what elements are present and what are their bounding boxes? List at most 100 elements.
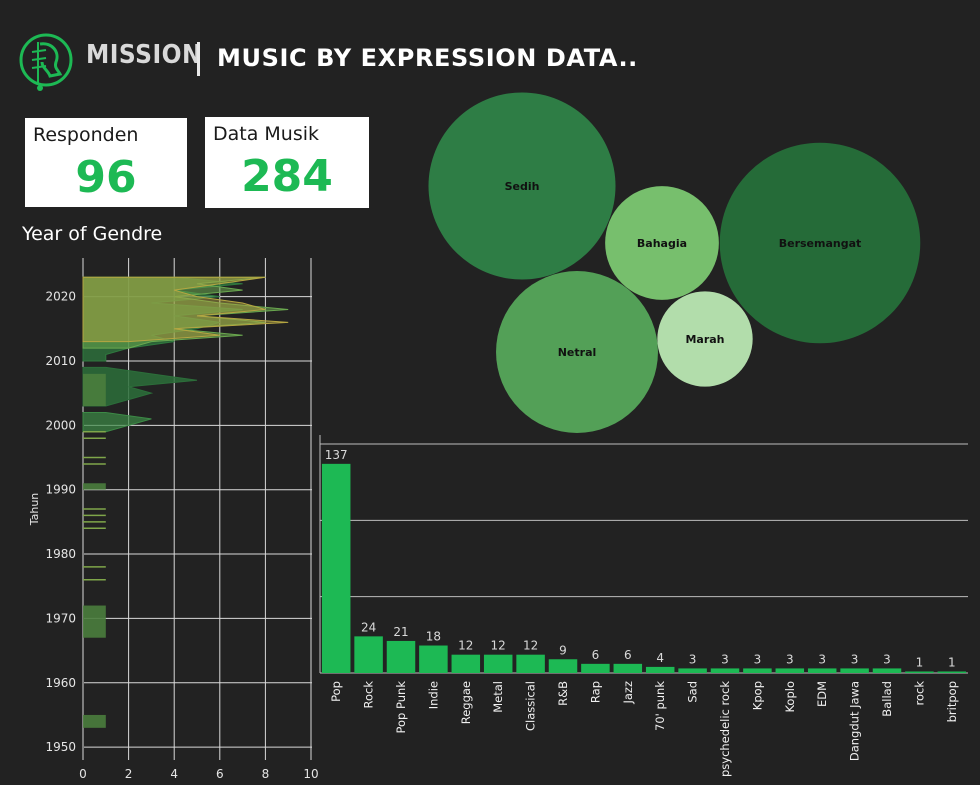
kpi-value: 284 — [241, 151, 333, 202]
y-tick-label: 1990 — [45, 483, 76, 497]
bubble-label: Marah — [685, 333, 724, 346]
bar-category-label: Kpop — [750, 681, 764, 710]
bar-category-label: Rap — [588, 681, 602, 703]
bar — [386, 640, 416, 673]
bar-category-label: Ballad — [880, 681, 894, 717]
bar-value-label: 3 — [689, 652, 697, 666]
bubble-bahagia — [605, 186, 719, 300]
bar-value-label: 3 — [786, 652, 794, 666]
bar-value-label: 21 — [393, 625, 408, 639]
bubble-netral — [496, 271, 658, 433]
bar-value-label: 3 — [818, 652, 826, 666]
bar — [483, 654, 513, 673]
bar-value-label: 3 — [754, 652, 762, 666]
bar-value-label: 18 — [426, 630, 441, 644]
y-tick-label: 1970 — [45, 611, 76, 625]
page-title: MUSIC BY EXPRESSION DATA.. — [217, 44, 638, 72]
bubble-label: Bahagia — [637, 237, 687, 250]
bar-value-label: 12 — [458, 639, 473, 653]
kpi-card-data-musik: Data Musik 284 — [205, 117, 369, 208]
bar-value-label: 12 — [523, 639, 538, 653]
bubble-sedih — [428, 92, 616, 280]
bar-value-label: 12 — [491, 639, 506, 653]
bar-category-label: Jazz — [621, 681, 635, 705]
bar-value-label: 3 — [721, 652, 729, 666]
bar-category-label: Rock — [362, 681, 376, 709]
bar — [613, 663, 643, 673]
mission-logo-icon — [19, 33, 73, 91]
x-tick-label: 8 — [262, 767, 270, 780]
y-axis-label: Tahun — [28, 493, 41, 527]
bar — [905, 671, 934, 673]
year-chart-title: Year of Gendre — [22, 223, 163, 245]
expression-bubble-chart: Sedih Bersemangat Netral Bahagia Marah — [428, 92, 921, 433]
bar — [419, 645, 448, 673]
year-area-layer — [82, 366, 198, 407]
year-of-gendre-chart: 0 2 4 6 8 10 1950 1960 1970 1980 1990 2000 2010 2020 T… — [28, 258, 319, 780]
y-tick-label: 2010 — [45, 354, 76, 368]
bubble-bersemangat — [719, 142, 921, 344]
year-block — [83, 373, 106, 407]
year-block — [83, 605, 106, 638]
x-tick-label: 10 — [303, 767, 318, 780]
brand-name: MISSION — [86, 40, 202, 70]
bar — [807, 668, 837, 673]
bar-category-label: psychedelic rock — [718, 681, 732, 777]
bar-category-label: Classical — [524, 681, 538, 731]
genre-bar-chart: 137 Pop 24 Rock 21 Pop Punk 18 Indie 12 Reggae 12 M… — [319, 435, 968, 777]
x-tick-label: 6 — [216, 767, 224, 780]
bar-value-label: 1 — [916, 655, 924, 669]
year-block — [83, 714, 106, 728]
bar — [840, 668, 869, 673]
bar-value-label: 1 — [948, 655, 956, 669]
bar-category-label: Pop — [329, 681, 343, 702]
bar-category-label: Koplo — [783, 681, 797, 713]
bar-category-label: Sad — [686, 681, 700, 703]
kpi-label: Data Musik — [213, 123, 320, 145]
bar-value-label: 24 — [361, 620, 376, 634]
y-tick-label: 1960 — [45, 676, 76, 690]
bubble-label: Sedih — [505, 180, 540, 193]
bar-value-label: 4 — [656, 651, 664, 665]
y-tick-label: 2020 — [45, 290, 76, 304]
kpi-card-responden: Responden 96 — [25, 118, 187, 207]
kpi-value: 96 — [75, 152, 137, 203]
bar-category-label: R&B — [556, 681, 570, 706]
x-tick-label: 2 — [125, 767, 133, 780]
bar — [516, 654, 545, 673]
bar — [321, 463, 351, 673]
bar — [775, 668, 805, 673]
bar-category-label: Indie — [426, 681, 440, 709]
bubble-marah — [657, 291, 753, 387]
bar — [872, 668, 902, 673]
bar-category-label: britpop — [945, 681, 959, 722]
bar-category-label: 70' punk — [653, 681, 667, 731]
year-area-layer — [82, 411, 152, 433]
year-area-layer — [82, 276, 289, 343]
y-tick-label: 1950 — [45, 740, 76, 754]
bar — [581, 663, 610, 673]
bar-category-label: rock — [912, 681, 926, 706]
bar — [710, 668, 740, 673]
y-tick-label: 2000 — [45, 418, 76, 432]
bar-value-label: 3 — [851, 652, 859, 666]
bar — [937, 671, 967, 673]
bar — [678, 668, 707, 673]
bar — [743, 668, 772, 673]
bar-value-label: 6 — [624, 648, 632, 662]
bar — [548, 659, 578, 673]
bar — [354, 636, 383, 673]
bar-category-label: Metal — [491, 681, 505, 713]
y-tick-label: 1980 — [45, 547, 76, 561]
bubble-label: Bersemangat — [779, 237, 862, 250]
bar — [451, 654, 481, 673]
year-block — [83, 483, 106, 490]
title-divider — [197, 42, 200, 76]
bar-value-label: 6 — [592, 648, 600, 662]
bubble-label: Netral — [558, 346, 597, 359]
bar-value-label: 3 — [883, 652, 891, 666]
bar-value-label: 9 — [559, 643, 567, 657]
x-tick-label: 0 — [79, 767, 87, 780]
bar-category-label: Dangdut Jawa — [848, 681, 862, 761]
bar-category-label: Reggae — [459, 681, 473, 724]
